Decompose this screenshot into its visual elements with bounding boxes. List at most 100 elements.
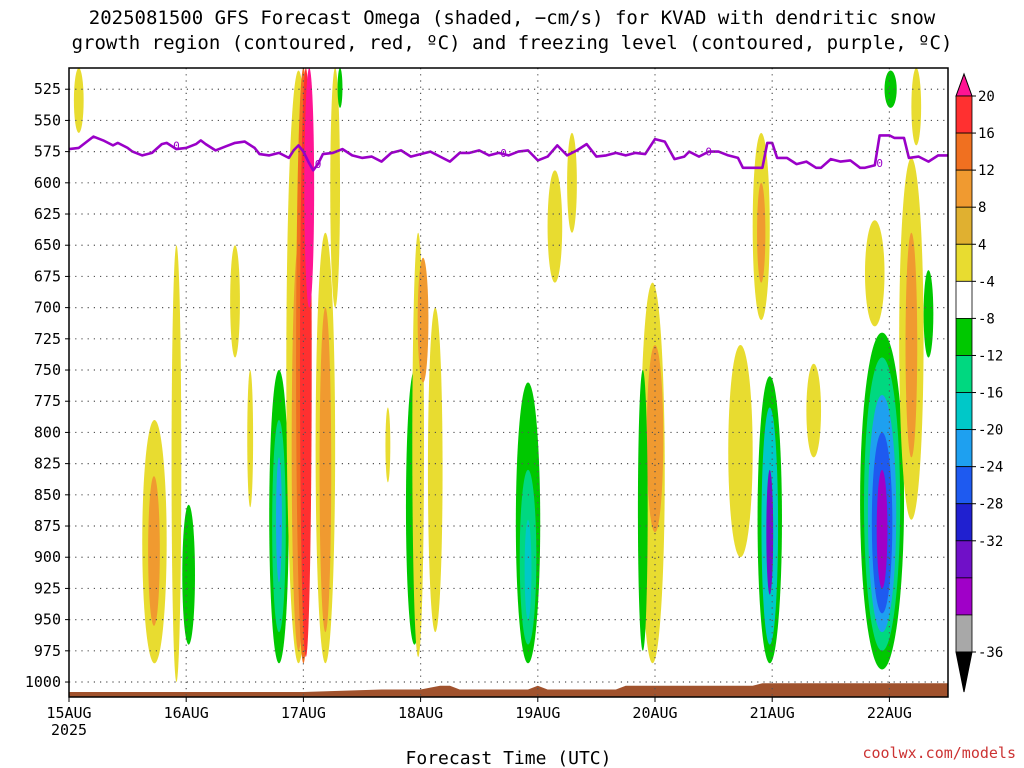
omega-region-27	[547, 170, 563, 283]
freezing-level-label-0: 0	[173, 139, 180, 152]
colorbar-segment-5	[955, 243, 973, 282]
colorbar-segment-1	[955, 95, 973, 134]
omega-region-5	[230, 245, 240, 358]
omega-region-14	[304, 68, 315, 308]
omega-region-30	[646, 345, 664, 533]
colorbar-segment-13	[955, 540, 973, 579]
x-tick-label-20AUG: 20AUG	[632, 704, 677, 722]
y-tick-label-525: 525	[34, 80, 61, 98]
plot-inner: 00000	[69, 68, 948, 697]
colorbar-label-6: -8	[978, 311, 995, 327]
y-tick-label-825: 825	[34, 455, 61, 473]
y-tick-label-850: 850	[34, 486, 61, 504]
omega-region-32	[728, 345, 753, 558]
y-tick-label-700: 700	[34, 299, 61, 317]
omega-region-26	[524, 519, 532, 620]
freezing-level-line	[69, 134, 948, 172]
colorbar-segment-12	[955, 503, 973, 542]
colorbar-label-11: -28	[978, 497, 1003, 513]
omega-region-46	[905, 232, 918, 458]
y-tick-label-1000: 1000	[25, 673, 61, 691]
omega-region-17	[330, 68, 341, 308]
colorbar-label-10: -24	[978, 460, 1003, 476]
freezing-level-label-4: 0	[876, 157, 883, 170]
colorbar-label-8: -16	[978, 386, 1003, 402]
y-tick-label-800: 800	[34, 423, 61, 441]
colorbar-label-5: -4	[978, 274, 995, 290]
omega-region-31	[637, 370, 648, 651]
omega-region-38	[806, 363, 822, 458]
omega-region-9	[276, 457, 282, 583]
colorbar-segment-11	[955, 466, 973, 505]
omega-region-0	[73, 68, 84, 133]
freezing-level-label-2: 0	[500, 147, 507, 160]
colorbar-label-13: -36	[978, 645, 1003, 661]
colorbar-segment-6	[955, 280, 973, 319]
grid	[69, 68, 948, 697]
y-tick-label-775: 775	[34, 392, 61, 410]
omega-region-22	[417, 257, 429, 383]
omega-region-4	[171, 245, 182, 683]
colorbar-label-7: -12	[978, 348, 1003, 364]
y-tick-label-900: 900	[34, 548, 61, 566]
omega-region-47	[911, 68, 922, 146]
omega-region-43	[876, 469, 888, 589]
y-tick-label-975: 975	[34, 642, 61, 660]
omega-region-2	[148, 476, 160, 626]
x-tick-label-19AUG: 19AUG	[515, 704, 560, 722]
y-tick-label-675: 675	[34, 267, 61, 285]
colorbar-label-0: 20	[978, 89, 995, 105]
chart-title: 2025081500 GFS Forecast Omega (shaded, −…	[0, 6, 1024, 56]
colorbar-segment-3	[955, 169, 973, 208]
y-tick-label-950: 950	[34, 611, 61, 629]
omega-region-19	[385, 407, 391, 483]
omega-region-16	[319, 307, 332, 633]
omega-region-49	[923, 270, 934, 358]
credit-text: coolwx.com/models	[862, 744, 1016, 762]
colorbar-segment-15	[955, 614, 973, 653]
freezing-level-label-1: 0	[315, 158, 322, 171]
colorbar-arrow-bottom	[955, 651, 973, 693]
x-tick-label-16AUG: 16AUG	[164, 704, 209, 722]
y-tick-label-600: 600	[34, 174, 61, 192]
colorbar-label-9: -20	[978, 423, 1003, 439]
chart-title-line2: growth region (contoured, red, ºC) and f…	[71, 32, 953, 54]
colorbar-label-2: 12	[978, 163, 995, 179]
colorbar-label-3: 8	[978, 200, 986, 216]
y-tick-label-575: 575	[34, 143, 61, 161]
x-tick-label-21AUG: 21AUG	[750, 704, 795, 722]
y-tick-label-550: 550	[34, 111, 61, 129]
x-tick-label-17AUG: 17AUG	[281, 704, 326, 722]
colorbar-segment-14	[955, 577, 973, 616]
x-tick-label-22AUG: 22AUG	[867, 704, 912, 722]
y-tick-label-650: 650	[34, 236, 61, 254]
y-tick-label-925: 925	[34, 579, 61, 597]
x-tick-sublabel-15AUG: 2025	[51, 721, 87, 739]
omega-region-23	[427, 307, 443, 633]
colorbar-segment-8	[955, 355, 973, 393]
x-axis-title: Forecast Time (UTC)	[406, 748, 612, 768]
omega-region-34	[757, 182, 766, 283]
omega-region-18	[337, 68, 343, 108]
y-tick-label-625: 625	[34, 205, 61, 223]
y-tick-label-725: 725	[34, 330, 61, 348]
colorbar-arrow-top	[955, 72, 973, 97]
x-tick-label-15AUG: 15AUG	[46, 704, 91, 722]
colorbar-label-4: 4	[978, 237, 986, 253]
colorbar-segment-2	[955, 132, 973, 171]
plot-frame	[68, 67, 949, 698]
omega-region-48	[884, 70, 897, 108]
y-tick-label-875: 875	[34, 517, 61, 535]
omega-region-37	[766, 469, 774, 595]
colorbar-segment-10	[955, 429, 973, 468]
colorbar: 20 16 12 8 4 -4 -8 -12 -16 -20 -24 -28 -32 -36	[955, 72, 1003, 693]
y-tick-label-750: 750	[34, 361, 61, 379]
plot-area: 0000052555057560062565067570072575077580…	[25, 67, 949, 768]
omega-region-3	[182, 504, 195, 645]
colorbar-segment-4	[955, 206, 973, 245]
colorbar-segment-9	[955, 392, 973, 430]
terrain-fill	[69, 683, 948, 697]
colorbar-label-1: 16	[978, 126, 995, 142]
omega-region-6	[247, 370, 254, 508]
